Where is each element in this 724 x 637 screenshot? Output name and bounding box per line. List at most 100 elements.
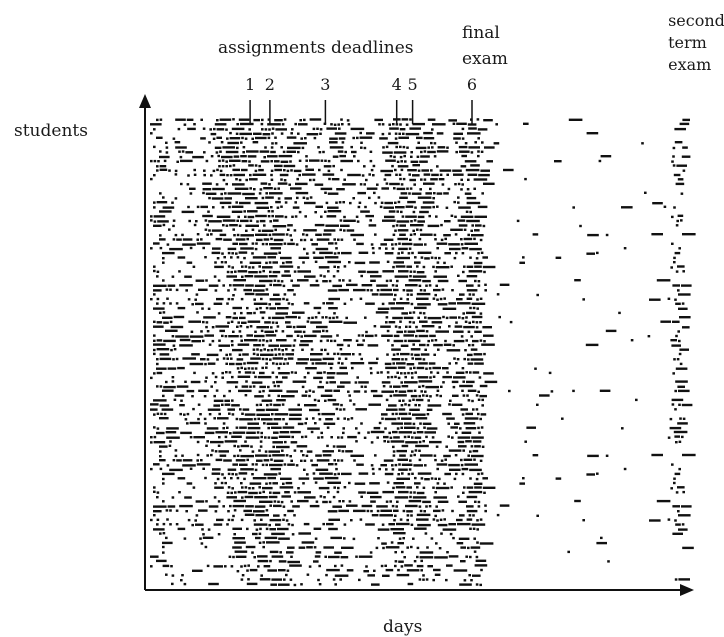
activity-mark bbox=[353, 155, 356, 158]
activity-mark bbox=[395, 206, 405, 209]
activity-mark bbox=[261, 463, 265, 467]
activity-mark bbox=[244, 292, 255, 296]
activity-mark bbox=[295, 464, 299, 467]
activity-mark bbox=[239, 463, 248, 466]
activity-mark bbox=[266, 541, 280, 544]
activity-mark bbox=[225, 371, 228, 374]
activity-mark bbox=[273, 500, 277, 503]
activity-mark bbox=[427, 565, 433, 568]
activity-mark bbox=[165, 141, 168, 144]
activity-mark bbox=[184, 496, 192, 499]
activity-mark bbox=[368, 196, 371, 200]
activity-mark bbox=[381, 123, 385, 126]
activity-mark bbox=[180, 579, 183, 582]
activity-mark bbox=[210, 174, 213, 177]
activity-mark bbox=[258, 164, 261, 168]
activity-mark bbox=[243, 210, 246, 213]
activity-mark bbox=[189, 192, 193, 195]
activity-mark bbox=[461, 389, 464, 392]
activity-mark bbox=[193, 436, 205, 439]
activity-mark bbox=[399, 320, 402, 323]
activity-mark bbox=[394, 229, 397, 232]
activity-mark bbox=[235, 426, 239, 429]
activity-mark bbox=[420, 256, 424, 259]
activity-mark bbox=[396, 500, 399, 503]
activity-mark bbox=[353, 390, 361, 393]
activity-mark bbox=[228, 412, 231, 415]
activity-mark bbox=[258, 449, 261, 452]
activity-mark bbox=[440, 532, 443, 535]
activity-mark bbox=[227, 297, 231, 301]
activity-mark bbox=[269, 192, 283, 195]
activity-mark bbox=[461, 247, 469, 250]
activity-mark bbox=[677, 385, 685, 388]
activity-mark bbox=[410, 151, 413, 154]
activity-mark bbox=[251, 551, 254, 554]
activity-mark bbox=[175, 523, 179, 526]
activity-mark bbox=[246, 306, 249, 310]
activity-mark bbox=[264, 330, 274, 333]
activity-mark bbox=[454, 215, 457, 218]
activity-mark bbox=[401, 118, 409, 121]
activity-mark bbox=[169, 468, 183, 472]
activity-mark bbox=[371, 247, 375, 250]
activity-mark bbox=[607, 560, 610, 563]
activity-mark bbox=[195, 523, 204, 526]
activity-mark bbox=[214, 261, 217, 264]
activity-mark bbox=[422, 312, 426, 315]
activity-mark bbox=[386, 408, 398, 411]
activity-mark bbox=[435, 330, 449, 333]
activity-mark bbox=[298, 210, 302, 214]
activity-mark bbox=[406, 546, 409, 549]
activity-mark bbox=[189, 187, 196, 190]
activity-mark bbox=[153, 413, 156, 416]
activity-mark bbox=[249, 482, 262, 485]
activity-mark bbox=[204, 422, 207, 425]
activity-mark bbox=[229, 131, 232, 135]
activity-mark bbox=[435, 505, 438, 508]
activity-mark bbox=[366, 289, 370, 292]
activity-mark bbox=[280, 205, 283, 208]
activity-mark bbox=[178, 150, 181, 153]
activity-mark bbox=[678, 307, 688, 310]
activity-mark bbox=[682, 270, 685, 273]
activity-mark bbox=[327, 289, 338, 292]
activity-mark bbox=[621, 206, 633, 209]
activity-mark bbox=[408, 325, 412, 328]
activity-mark bbox=[239, 426, 247, 429]
activity-mark bbox=[267, 476, 276, 480]
activity-mark bbox=[202, 188, 212, 191]
activity-mark bbox=[678, 247, 681, 250]
activity-mark bbox=[301, 385, 305, 389]
activity-mark bbox=[680, 192, 684, 195]
activity-mark bbox=[272, 270, 281, 274]
activity-mark bbox=[370, 371, 373, 375]
activity-mark bbox=[419, 210, 429, 214]
activity-mark bbox=[682, 326, 690, 329]
activity-mark bbox=[231, 298, 234, 301]
activity-mark bbox=[193, 168, 196, 172]
activity-mark bbox=[466, 486, 474, 489]
activity-mark bbox=[301, 348, 304, 351]
activity-mark bbox=[673, 481, 676, 485]
activity-mark bbox=[470, 445, 474, 448]
activity-mark bbox=[324, 191, 327, 194]
activity-mark bbox=[285, 298, 289, 301]
activity-mark bbox=[449, 316, 457, 319]
activity-mark bbox=[255, 214, 267, 218]
activity-mark bbox=[370, 441, 374, 444]
activity-mark bbox=[416, 427, 420, 430]
activity-mark bbox=[387, 141, 399, 145]
activity-mark bbox=[674, 389, 677, 393]
activity-mark bbox=[471, 302, 486, 305]
activity-mark bbox=[459, 514, 465, 517]
activity-mark bbox=[159, 118, 163, 121]
activity-mark bbox=[214, 450, 218, 453]
activity-mark bbox=[212, 206, 215, 209]
activity-mark bbox=[452, 536, 455, 540]
activity-mark bbox=[448, 362, 451, 365]
activity-mark bbox=[261, 196, 265, 200]
activity-mark bbox=[280, 280, 284, 283]
activity-mark bbox=[397, 200, 401, 204]
activity-mark bbox=[263, 348, 266, 351]
